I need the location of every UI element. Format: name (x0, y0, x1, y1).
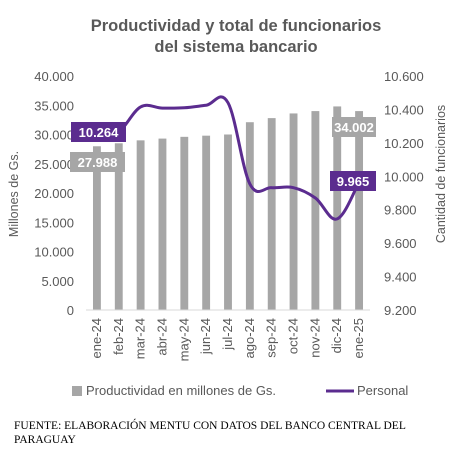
productividad-bar (202, 135, 211, 310)
left-tick-label: 25.000 (34, 157, 74, 172)
productividad-bar (333, 106, 342, 310)
right-tick-label: 10.000 (384, 169, 424, 184)
source-note: FUENTE: ELABORACIÓN MENTU CON DATOS DEL … (14, 420, 406, 446)
left-tick-label: 20.000 (34, 186, 74, 201)
productividad-bar (114, 143, 123, 310)
productividad-bar (158, 138, 167, 310)
productividad-bar (136, 140, 145, 310)
productividad-bar (355, 111, 364, 310)
right-tick-label: 10.200 (384, 136, 424, 151)
productividad-bar (311, 111, 320, 310)
left-tick-label: 40.000 (34, 69, 74, 84)
left-axis-title: Millones de Gs. (7, 151, 21, 237)
callout-box (330, 171, 376, 191)
productividad-bars (92, 106, 364, 311)
left-tick-label: 35.000 (34, 98, 74, 113)
productividad-bar (289, 113, 298, 310)
x-tick-label: abr-24 (154, 318, 169, 356)
left-axis-ticks: 0 5.000 10.000 15.000 20.000 25.000 30.000 35.0… (34, 69, 74, 318)
left-tick-label: 15.000 (34, 215, 74, 230)
right-tick-label: 9.800 (384, 203, 417, 218)
right-tick-label: 10.600 (384, 69, 424, 84)
legend-label-productividad: Productividad en millones de Gs. (86, 383, 276, 398)
right-tick-label: 9.600 (384, 236, 417, 251)
x-tick-label: jun-24 (198, 318, 213, 355)
callout-box (332, 117, 376, 137)
x-tick-label: nov-24 (307, 318, 322, 358)
x-tick-label: mar-24 (133, 318, 148, 359)
left-tick-label: 30.000 (34, 128, 74, 143)
x-tick-label: may-24 (176, 318, 191, 361)
right-tick-label: 9.200 (384, 303, 417, 318)
x-tick-label: jul-24 (220, 318, 235, 351)
right-tick-label: 10.400 (384, 102, 424, 117)
productividad-bar (224, 134, 232, 310)
x-tick-label: ene-25 (351, 318, 366, 358)
callout-label: 27.988 (78, 155, 118, 170)
productividad-bar (92, 146, 101, 310)
callout-label: 34.002 (334, 120, 374, 135)
left-tick-label: 10.000 (34, 245, 74, 260)
x-tick-label: oct-24 (286, 318, 301, 354)
right-axis-title: Cantidad de funcionarios (434, 105, 448, 243)
left-tick-label: 5.000 (41, 274, 74, 289)
chart-title-line-2: del sistema bancario (154, 38, 317, 56)
legend-label-personal: Personal (357, 383, 408, 398)
x-tick-label: feb-24 (111, 318, 126, 355)
right-tick-label: 9.400 (384, 270, 417, 285)
callout-label: 10.264 (79, 125, 120, 140)
productividad-bar (180, 136, 189, 310)
callout-box (71, 122, 126, 142)
right-axis-ticks: 9.200 9.400 9.600 9.800 10.000 10.200 10.400 10… (384, 69, 424, 318)
chart-title-line-1: Productividad y total de funcionarios (91, 17, 382, 35)
x-tick-label: sep-24 (264, 318, 279, 358)
data-callouts: 10.264 27.988 34.002 9.965 (70, 117, 376, 191)
personal-line (95, 95, 361, 221)
x-tick-label: ago-24 (242, 318, 257, 358)
callout-box (70, 152, 125, 172)
x-axis-ticks: ene-24 feb-24 mar-24 abr-24 may-24 jun-24 jul-… (89, 318, 366, 361)
productividad-bar (245, 122, 254, 310)
legend-swatch-productividad (72, 386, 82, 396)
callout-label: 9.965 (337, 174, 370, 189)
left-tick-label: 0 (67, 303, 74, 318)
x-tick-label: ene-24 (89, 318, 104, 358)
legend: Productividad en millones de Gs. Persona… (72, 383, 408, 398)
productividad-bar (267, 118, 276, 311)
x-tick-label: dic-24 (329, 318, 344, 353)
